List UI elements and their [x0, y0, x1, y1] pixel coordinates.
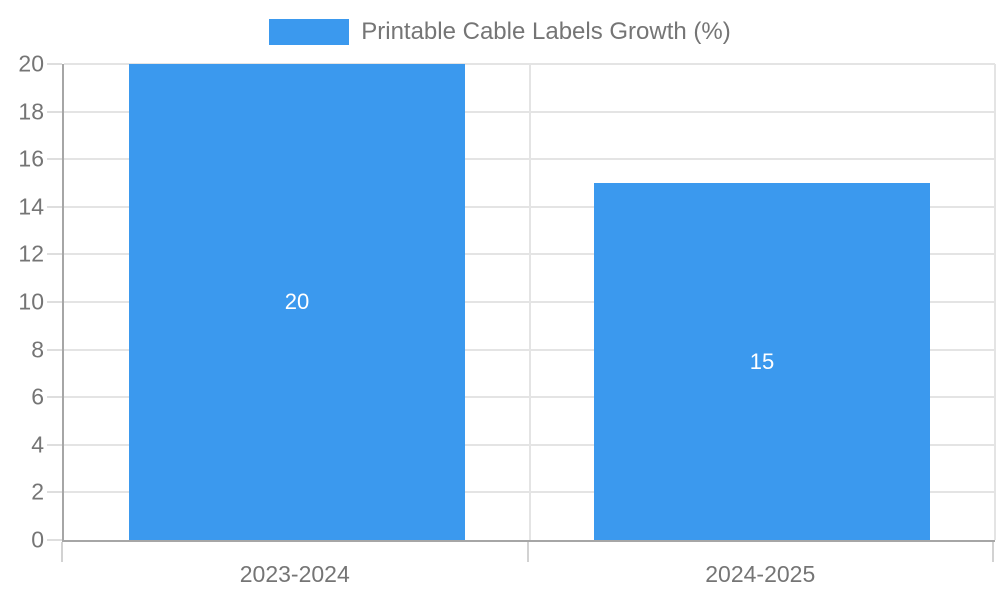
y-tick-label: 8: [31, 336, 44, 363]
legend-swatch-icon: [269, 19, 350, 45]
y-tick-label: 20: [18, 50, 44, 77]
y-axis-tick: [47, 443, 62, 446]
y-tick-label: 14: [18, 193, 44, 220]
y-tick-label: 0: [31, 526, 44, 553]
y-tick-label: 16: [18, 145, 44, 172]
y-axis-tick: [47, 301, 62, 303]
y-axis-tick: [47, 396, 62, 399]
plot-area: 20 15: [62, 63, 996, 542]
x-tick-label: 2023-2024: [239, 561, 350, 587]
bar-value-label: 20: [284, 289, 310, 314]
y-axis-tick: [47, 205, 62, 208]
y-axis-tick: [47, 491, 62, 494]
y-axis-tick: [47, 253, 62, 256]
bar: 20: [129, 64, 465, 540]
legend-label: Printable Cable Labels Growth (%): [361, 18, 731, 45]
y-tick-label: 4: [31, 431, 44, 458]
y-axis-tick: [47, 110, 62, 113]
x-axis-tick: [992, 542, 994, 562]
y-tick-label: 12: [18, 240, 44, 267]
y-axis-tick: [47, 539, 62, 541]
y-tick-label: 6: [31, 383, 44, 410]
y-axis-tick: [47, 158, 62, 161]
gridline: [994, 64, 996, 540]
x-tick-label: 2024-2025: [705, 561, 816, 587]
chart-legend: Printable Cable Labels Growth (%): [0, 18, 1000, 46]
bar: 15: [594, 183, 930, 540]
x-axis-tick: [61, 542, 63, 562]
bar-value-label: 15: [749, 348, 775, 374]
y-tick-label: 10: [18, 288, 44, 315]
y-axis-tick: [47, 348, 62, 351]
y-axis-tick: [47, 63, 62, 65]
gridline: [528, 64, 531, 540]
x-axis-tick: [526, 542, 529, 562]
y-tick-label: 18: [18, 98, 44, 125]
y-tick-label: 2: [31, 478, 44, 505]
